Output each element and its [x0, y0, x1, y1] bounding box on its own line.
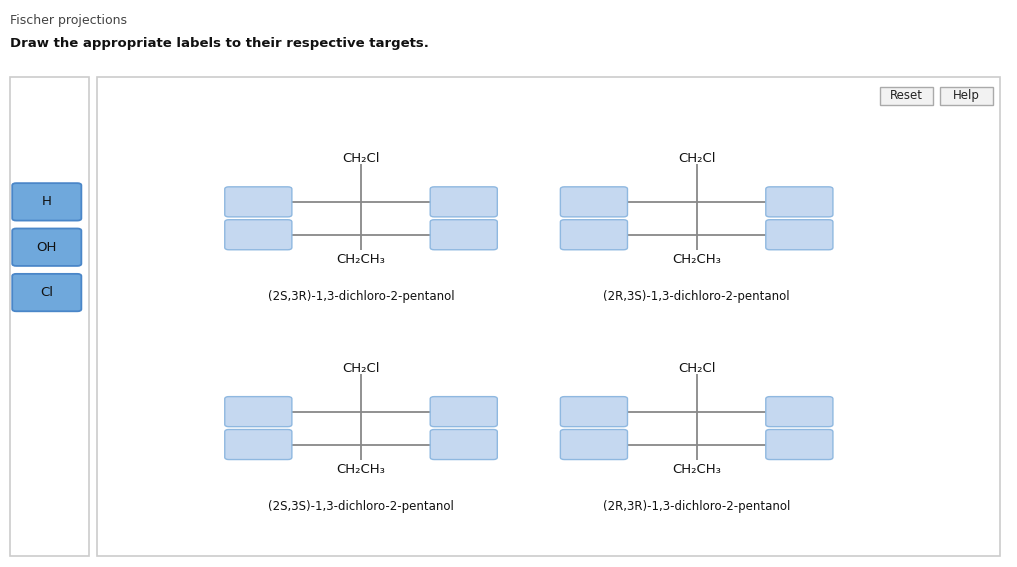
FancyBboxPatch shape [225, 430, 292, 459]
FancyBboxPatch shape [12, 183, 81, 221]
Text: CH₂CH₃: CH₂CH₃ [337, 463, 385, 476]
Text: CH₂CH₃: CH₂CH₃ [672, 463, 721, 476]
Text: CH₂CH₃: CH₂CH₃ [337, 253, 385, 266]
FancyBboxPatch shape [225, 397, 292, 426]
Text: CH₂Cl: CH₂Cl [343, 153, 379, 166]
FancyBboxPatch shape [560, 430, 627, 459]
FancyBboxPatch shape [10, 77, 89, 556]
Text: Fischer projections: Fischer projections [10, 14, 127, 27]
FancyBboxPatch shape [560, 219, 627, 250]
FancyBboxPatch shape [225, 187, 292, 217]
FancyBboxPatch shape [430, 219, 497, 250]
FancyBboxPatch shape [430, 187, 497, 217]
FancyBboxPatch shape [225, 219, 292, 250]
Text: (2S,3S)-1,3-dichloro-2-pentanol: (2S,3S)-1,3-dichloro-2-pentanol [268, 500, 454, 513]
Text: (2R,3R)-1,3-dichloro-2-pentanol: (2R,3R)-1,3-dichloro-2-pentanol [603, 500, 790, 513]
FancyBboxPatch shape [766, 187, 833, 217]
Text: Cl: Cl [41, 286, 53, 299]
FancyBboxPatch shape [430, 430, 497, 459]
FancyBboxPatch shape [97, 77, 1000, 556]
FancyBboxPatch shape [766, 397, 833, 426]
FancyBboxPatch shape [766, 219, 833, 250]
Text: CH₂Cl: CH₂Cl [678, 153, 715, 166]
FancyBboxPatch shape [560, 187, 627, 217]
Text: (2S,3R)-1,3-dichloro-2-pentanol: (2S,3R)-1,3-dichloro-2-pentanol [267, 290, 455, 303]
Text: (2R,3S)-1,3-dichloro-2-pentanol: (2R,3S)-1,3-dichloro-2-pentanol [603, 290, 790, 303]
Text: Reset: Reset [890, 90, 922, 102]
Text: CH₂Cl: CH₂Cl [678, 362, 715, 375]
FancyBboxPatch shape [766, 430, 833, 459]
Text: Draw the appropriate labels to their respective targets.: Draw the appropriate labels to their res… [10, 37, 429, 50]
Text: H: H [42, 196, 52, 208]
FancyBboxPatch shape [430, 397, 497, 426]
FancyBboxPatch shape [560, 397, 627, 426]
FancyBboxPatch shape [12, 229, 81, 266]
FancyBboxPatch shape [940, 87, 993, 105]
Text: CH₂Cl: CH₂Cl [343, 362, 379, 375]
Text: OH: OH [37, 241, 57, 253]
FancyBboxPatch shape [880, 87, 933, 105]
Text: CH₂CH₃: CH₂CH₃ [672, 253, 721, 266]
Text: Help: Help [953, 90, 979, 102]
FancyBboxPatch shape [12, 274, 81, 311]
